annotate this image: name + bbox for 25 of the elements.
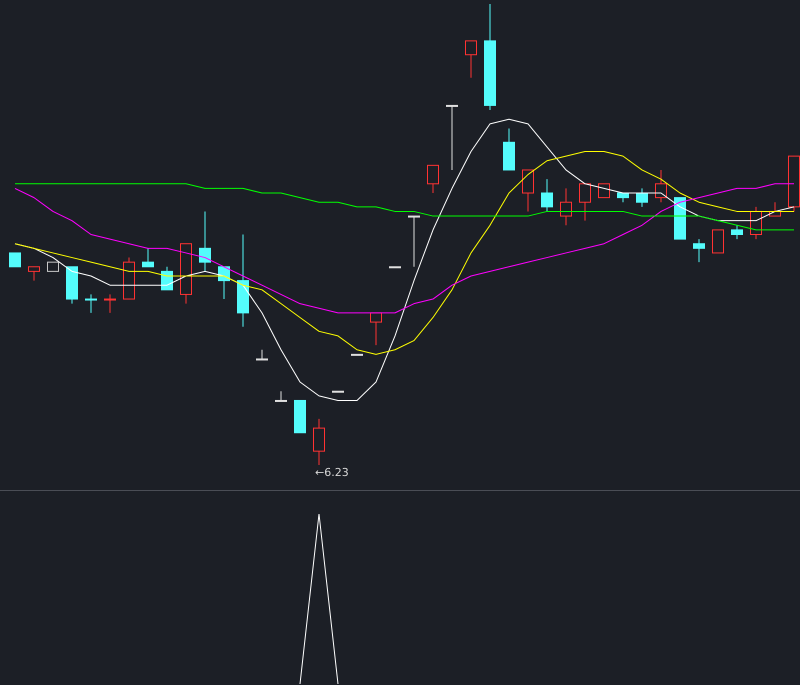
candlestick [541, 178, 553, 212]
text: ←6.23 [315, 466, 349, 479]
candlestick [522, 169, 534, 212]
candlestick [655, 169, 667, 203]
candlestick [256, 349, 268, 360]
candlestick [598, 183, 610, 198]
candlestick [199, 210, 211, 272]
candlestick [275, 390, 287, 402]
candlestick [446, 104, 458, 170]
candlestick [560, 188, 572, 226]
candlestick [313, 418, 325, 465]
candlestick [85, 294, 97, 314]
candlestick [731, 224, 743, 240]
candlestick [47, 262, 59, 272]
candlestick [28, 266, 40, 282]
candlestick [142, 248, 154, 268]
candlestick [427, 164, 439, 194]
candlestick [693, 238, 705, 263]
candlestick [408, 216, 420, 268]
candlestick [712, 229, 724, 254]
candlestick [579, 183, 591, 222]
candlestick [161, 266, 173, 290]
candlestick [465, 40, 477, 78]
candlestick [9, 252, 21, 268]
candlestick [104, 294, 116, 314]
